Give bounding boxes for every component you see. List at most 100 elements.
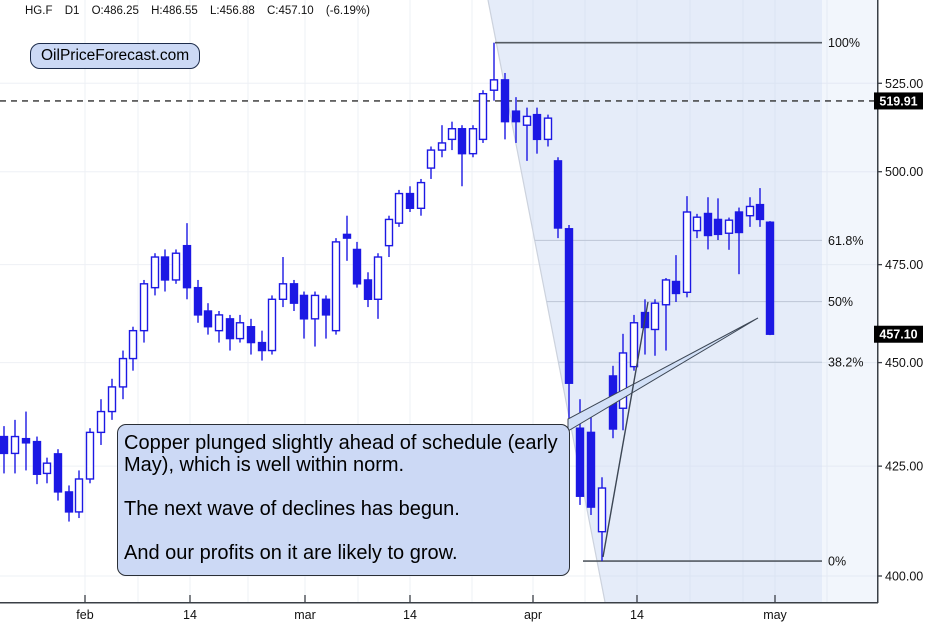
price-tick-label: 475.00 (885, 258, 923, 272)
candle-body (457, 128, 467, 155)
candle (171, 249, 181, 284)
candle (85, 428, 95, 484)
candle (765, 221, 775, 336)
candle-body (478, 92, 488, 141)
candle-body (447, 128, 457, 141)
candle-body (384, 218, 394, 247)
candle-body (182, 244, 192, 289)
candle-body (682, 211, 692, 294)
candle (394, 189, 404, 227)
candle-body (564, 228, 574, 384)
open-value: O:486.25 (91, 5, 139, 17)
candle (150, 253, 160, 296)
candle-body (373, 256, 383, 300)
candle-body (543, 117, 553, 141)
candle-body (32, 440, 42, 475)
candle (257, 330, 267, 361)
candle (107, 378, 117, 420)
candle-body (193, 286, 203, 316)
candle-body (755, 203, 765, 221)
candle-body (42, 462, 52, 475)
date-tick-label: may (763, 608, 787, 622)
candle-body (171, 252, 181, 281)
candle (692, 213, 702, 239)
candle-body (724, 219, 734, 234)
quote-bar: HG.F D1 O:486.25 H:486.55 L:456.88 C:457… (25, 5, 379, 17)
candle-body (21, 437, 31, 444)
candle-body (500, 79, 510, 123)
candle-body (650, 302, 660, 331)
candle-body (713, 218, 723, 236)
candle (235, 314, 245, 343)
high-value: H:486.55 (151, 5, 198, 17)
candle-body (692, 216, 702, 232)
candle-body (0, 435, 9, 455)
candle-body (85, 431, 95, 480)
low-value: L:456.88 (210, 5, 255, 17)
candle (310, 291, 320, 347)
candle (724, 217, 734, 250)
candle (0, 426, 9, 474)
candle (246, 318, 256, 355)
price-tick-label: 450.00 (885, 356, 923, 370)
candle (53, 449, 63, 501)
candle (193, 279, 203, 323)
date-tick-label: apr (524, 608, 542, 622)
candle (426, 146, 436, 179)
candle (225, 314, 235, 351)
candle (64, 485, 74, 522)
candle (586, 413, 596, 515)
candle (500, 72, 510, 140)
candle-body (299, 294, 309, 320)
candle-body (257, 341, 267, 352)
price-badge (874, 325, 923, 343)
candle (629, 314, 639, 371)
candle-body (342, 233, 352, 239)
trendline (602, 301, 649, 558)
candle-body (289, 283, 299, 304)
candle-body (64, 491, 74, 513)
candle (713, 198, 723, 241)
candle-body (532, 113, 542, 141)
candle (182, 223, 192, 300)
price-badge-label: 457.10 (879, 328, 917, 342)
fib-level-label: 0% (828, 555, 846, 569)
candle (703, 197, 713, 250)
candle-body (522, 115, 532, 126)
date-tick-label: feb (76, 608, 93, 622)
candle-body (468, 128, 478, 155)
candle-body (363, 279, 373, 300)
candle (511, 97, 521, 143)
date-tick-label: 14 (403, 608, 417, 622)
candle (299, 291, 309, 339)
candle (532, 107, 542, 154)
candle-body (225, 318, 235, 340)
timeframe-label: D1 (64, 5, 80, 17)
candle (342, 215, 352, 261)
candle (447, 121, 457, 151)
candle (468, 125, 478, 158)
candle-body (489, 79, 499, 91)
candle (21, 411, 31, 471)
candle-body (671, 280, 681, 295)
callout-pointer (567, 317, 759, 432)
candle (478, 90, 488, 143)
candle (671, 255, 681, 303)
price-tick-label: 525.00 (885, 77, 923, 91)
annotation-paragraph: The next wave of declines has begun. (124, 498, 460, 520)
candle (543, 114, 553, 147)
candle-body (394, 192, 404, 224)
fib-level-label: 100% (828, 36, 860, 50)
candle-body (118, 357, 128, 388)
change-value: (-6.19%) (325, 5, 370, 17)
price-badge-label: 519.91 (879, 94, 917, 108)
candle (203, 303, 213, 335)
price-tick-label: 400.00 (885, 569, 923, 583)
candle-body (53, 453, 63, 493)
candle (489, 42, 499, 101)
candle-body (734, 211, 744, 234)
candle (160, 249, 170, 292)
candle-body (405, 192, 415, 210)
candle (522, 107, 532, 161)
